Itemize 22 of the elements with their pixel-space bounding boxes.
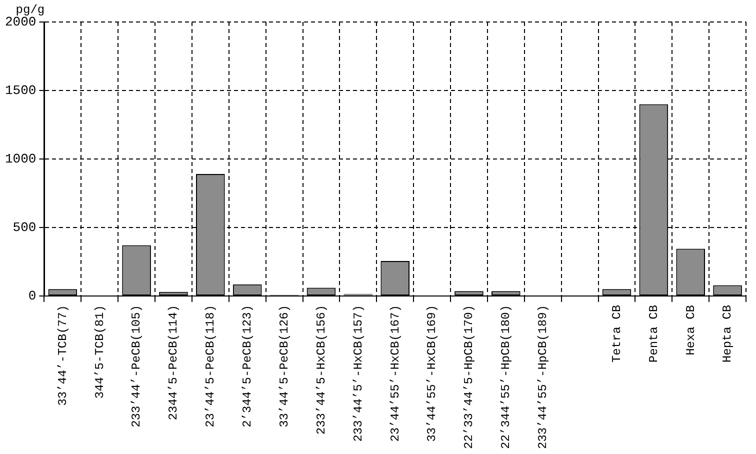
x-tick-label: 33’44’-TCB(77)	[56, 304, 70, 406]
y-tick-label: 1000	[4, 151, 36, 166]
y-tick-label: 1500	[4, 82, 36, 98]
x-tick-label: 2344’5-PeCB(114)	[166, 304, 181, 420]
x-tick-label: 233’44’-PeCB(105)	[130, 304, 144, 428]
x-tick-label: Hexa CB	[684, 304, 698, 356]
x-tick-label: 344’5-TCB(81)	[92, 304, 107, 399]
x-tick-label: 22’344’55’-HpCB(180)	[499, 304, 514, 450]
x-tick-label: Tetra CB	[610, 304, 624, 363]
x-tick-label: 22’33’44’5-HpCB(170)	[462, 304, 476, 450]
y-tick-label: 0	[28, 288, 36, 304]
x-tick-label: 23’44’5-PeCB(118)	[204, 304, 218, 428]
x-tick-label: Penta CB	[646, 304, 661, 363]
x-tick-label: 33’44’5-PeCB(126)	[277, 304, 292, 428]
y-tick-label: 500	[12, 220, 36, 235]
x-tick-label: 233’44’55’-HpCB(189)	[536, 304, 550, 450]
x-tick-label: 2’344’5-PeCB(123)	[240, 304, 255, 428]
x-tick-label: 233’44’5’-HxCB(157)	[351, 304, 366, 442]
x-tick-label: 33’44’55’-HxCB(169)	[425, 304, 440, 442]
x-tick-label: 233’44’5-HxCB(156)	[314, 304, 328, 435]
x-tick-label: Hepta CB	[720, 304, 735, 363]
x-tick-label: 23’44’55’-HxCB(167)	[388, 304, 402, 442]
